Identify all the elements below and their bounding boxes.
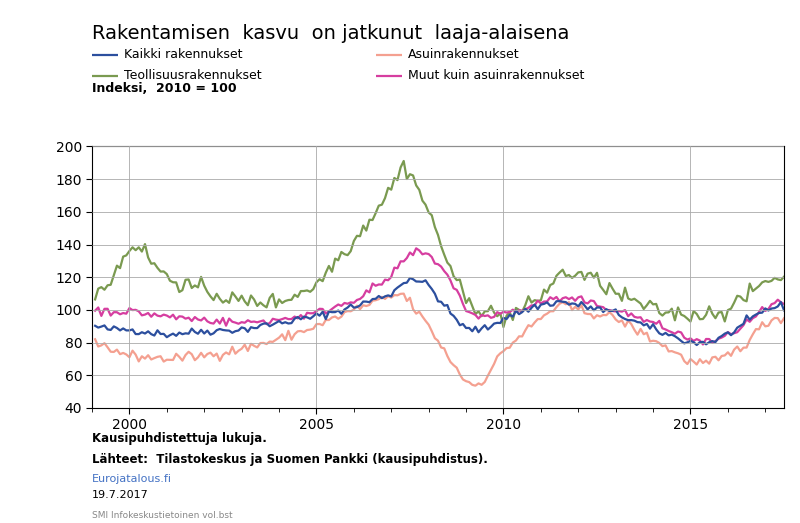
Text: SMI Infokeskustietoinen vol.bst: SMI Infokeskustietoinen vol.bst: [92, 511, 233, 520]
Text: Asuinrakennukset: Asuinrakennukset: [408, 49, 520, 61]
Text: Eurojatalous.fi: Eurojatalous.fi: [92, 474, 172, 484]
Text: Teollisuusrakennukset: Teollisuusrakennukset: [124, 70, 262, 82]
Text: Kausipuhdistettuja lukuja.: Kausipuhdistettuja lukuja.: [92, 432, 267, 445]
Text: 19.7.2017: 19.7.2017: [92, 490, 149, 500]
Text: Rakentamisen  kasvu  on jatkunut  laaja-alaisena: Rakentamisen kasvu on jatkunut laaja-ala…: [92, 24, 570, 42]
Text: Indeksi,  2010 = 100: Indeksi, 2010 = 100: [92, 82, 237, 95]
Text: Lähteet:  Tilastokeskus ja Suomen Pankki (kausipuhdistus).: Lähteet: Tilastokeskus ja Suomen Pankki …: [92, 453, 488, 466]
Text: Muut kuin asuinrakennukset: Muut kuin asuinrakennukset: [408, 70, 584, 82]
Text: Kaikki rakennukset: Kaikki rakennukset: [124, 49, 242, 61]
